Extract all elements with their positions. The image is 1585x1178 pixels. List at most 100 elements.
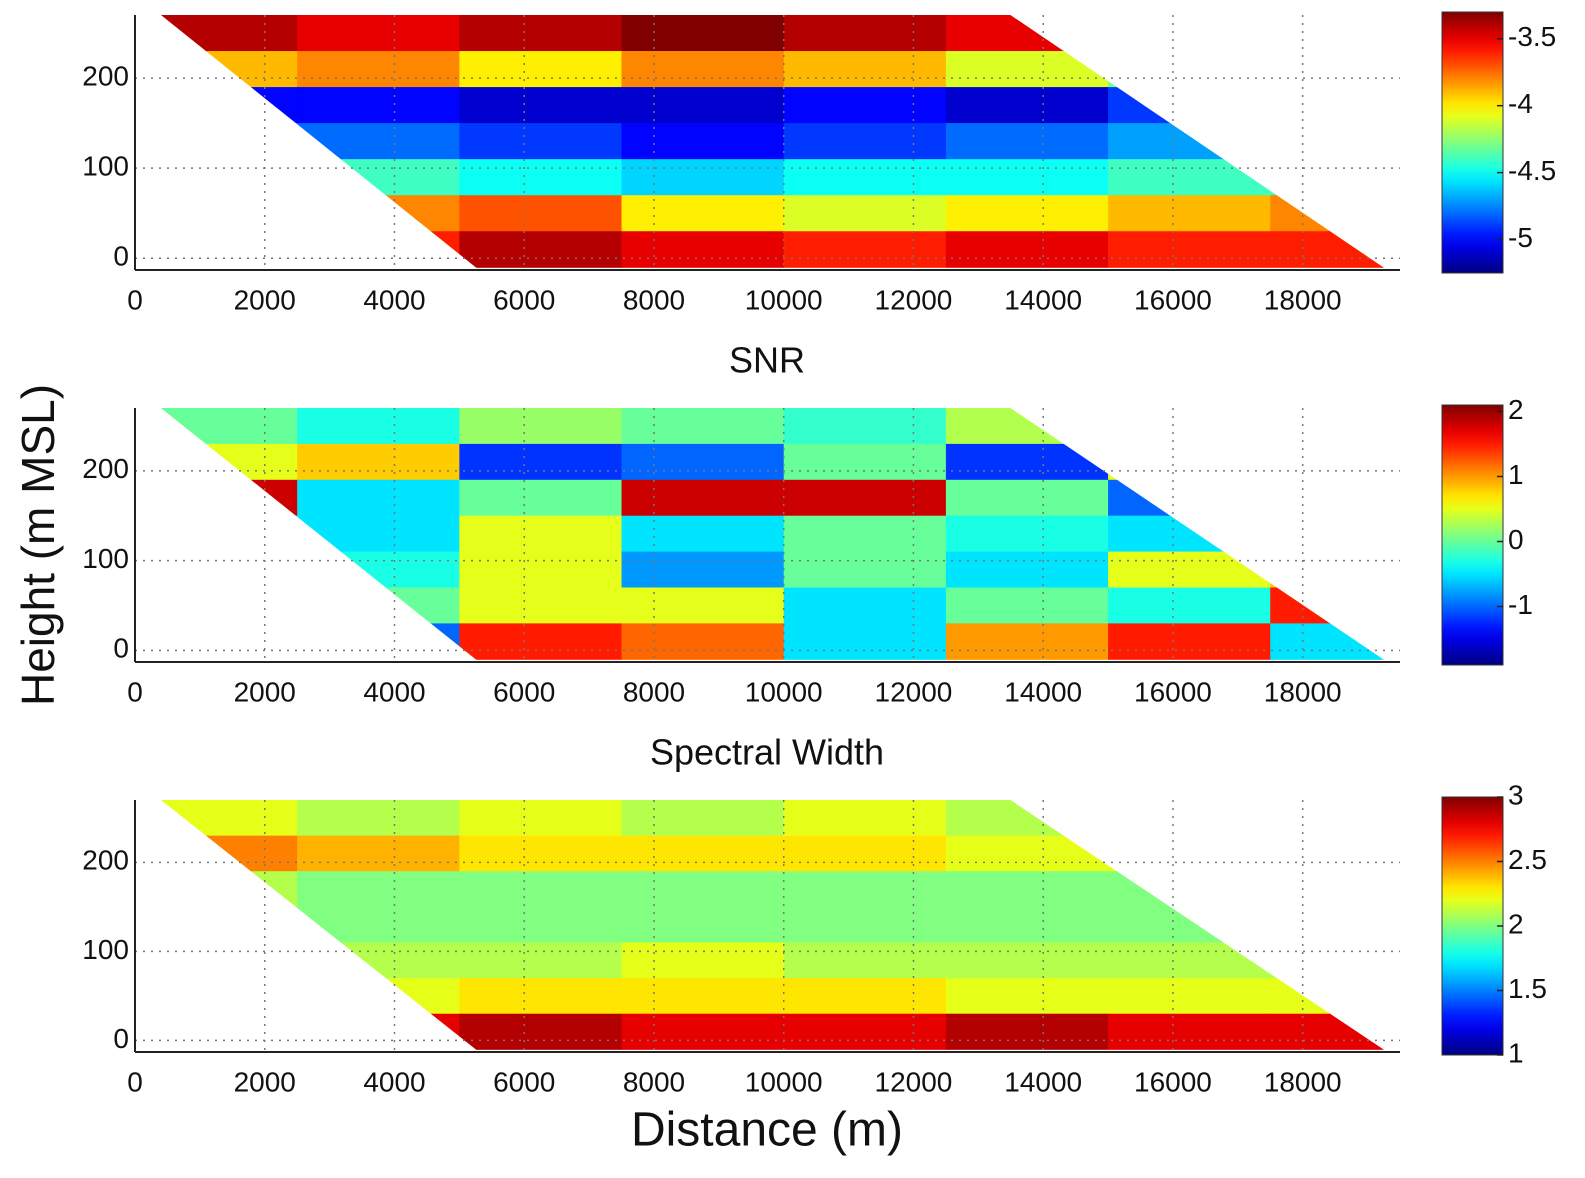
colorbar (1441, 796, 1504, 1056)
heatmap-cell (459, 443, 623, 481)
heatmap-cell (783, 942, 947, 979)
heatmap-cell (621, 87, 785, 124)
heatmap-cell (459, 195, 623, 232)
colorbar-tick-label: -4 (1508, 88, 1533, 119)
heatmap-cell (1270, 159, 1388, 196)
x-tick-label: 14000 (1004, 676, 1082, 707)
heatmap-cell (1270, 800, 1388, 837)
x-tick-label: 18000 (1264, 676, 1342, 707)
y-tick-label: 100 (82, 934, 129, 965)
heatmap-cell (297, 871, 460, 908)
heatmap-cell (1108, 587, 1271, 624)
heatmap-cell (945, 123, 1109, 160)
heatmap-cell (1108, 15, 1271, 52)
heatmap-cell (160, 978, 298, 1015)
x-tick-label: 10000 (745, 1066, 823, 1097)
heatmap-cell (1270, 1013, 1388, 1050)
heatmap-cell (1270, 443, 1388, 481)
heatmap-cell (945, 978, 1109, 1015)
heatmap-cell (160, 159, 298, 196)
heatmap-cell (1108, 623, 1271, 660)
heatmap-cell (1270, 871, 1388, 908)
x-tick-label: 8000 (623, 676, 685, 707)
heatmap-cell (1270, 408, 1388, 445)
heatmap-cell (621, 195, 785, 232)
colorbar-tick-label: 2 (1508, 908, 1524, 939)
heatmap-cell (945, 551, 1109, 589)
heatmap-cell (1108, 195, 1271, 232)
heatmap-cell (160, 871, 298, 908)
heatmap-cell (621, 231, 785, 268)
heatmap-cell (160, 123, 298, 160)
heatmap-cell (783, 978, 947, 1015)
x-tick-label: 16000 (1134, 676, 1212, 707)
colorbar-tick-label: -3.5 (1508, 21, 1556, 52)
heatmap-cell (1270, 87, 1388, 124)
heatmap-cell (621, 515, 785, 553)
heatmap-cell (945, 408, 1109, 445)
heatmap-cell (945, 231, 1109, 268)
heatmap-cell (945, 623, 1109, 660)
heatmap-cell (945, 1013, 1109, 1050)
heatmap-cell (1270, 623, 1388, 660)
heatmap-cell (621, 800, 785, 837)
heatmap-cell (945, 159, 1109, 196)
heatmap-cell (621, 551, 785, 589)
heatmap-cell (1270, 835, 1388, 872)
heatmap-cell (783, 195, 947, 232)
y-tick-label: 200 (82, 845, 129, 876)
x-tick-label: 0 (127, 1066, 143, 1097)
heatmap-cell (621, 51, 785, 88)
heatmap-cell (1108, 87, 1271, 124)
heatmap-cell (621, 623, 785, 660)
heatmap-cell (1108, 231, 1271, 268)
heatmap-cell (459, 551, 623, 589)
x-axis-label: Distance (m) (631, 1104, 903, 1157)
x-tick-label: 18000 (1264, 284, 1342, 315)
heatmap-cell (160, 623, 298, 660)
heatmap-cell (783, 906, 947, 943)
heatmap-cell (297, 978, 460, 1015)
y-tick-label: 0 (113, 633, 129, 664)
heatmap-cell (297, 835, 460, 872)
heatmap-cell (945, 587, 1109, 624)
heatmap-cell (297, 231, 460, 268)
y-tick-label: 0 (113, 1023, 129, 1054)
colorbar-tick-label: 2.5 (1508, 844, 1547, 875)
colorbar (1441, 404, 1504, 666)
heatmap-cell (783, 551, 947, 589)
heatmap-cell (1270, 942, 1388, 979)
x-tick-label: 12000 (875, 284, 953, 315)
heatmap-cell (621, 408, 785, 445)
heatmap-cell (1270, 479, 1388, 517)
y-tick-label: 0 (113, 241, 129, 272)
heatmap-cell (297, 623, 460, 660)
heatmap-cell (1108, 51, 1271, 88)
heatmap (160, 800, 1388, 1050)
heatmap-cell (297, 123, 460, 160)
heatmap-cell (1108, 978, 1271, 1015)
x-tick-label: 16000 (1134, 1066, 1212, 1097)
heatmap-cell (1108, 408, 1271, 445)
colorbar-tick-label: 3 (1508, 779, 1524, 810)
heatmap-cell (945, 15, 1109, 52)
x-tick-label: 0 (127, 676, 143, 707)
heatmap-cell (297, 587, 460, 624)
heatmap-cell (459, 15, 623, 52)
heatmap-cell (459, 123, 623, 160)
heatmap-cell (783, 1013, 947, 1050)
x-tick-label: 12000 (875, 1066, 953, 1097)
x-tick-label: 10000 (745, 284, 823, 315)
heatmap-cell (1108, 479, 1271, 517)
heatmap-cell (297, 479, 460, 517)
heatmap-cell (459, 978, 623, 1015)
y-tick-label: 100 (82, 151, 129, 182)
colorbar-tick-label: 0 (1508, 524, 1524, 555)
x-tick-label: 14000 (1004, 284, 1082, 315)
heatmap-cell (945, 835, 1109, 872)
heatmap-cell (297, 800, 460, 837)
heatmap-cell (945, 479, 1109, 517)
heatmap-cell (1108, 515, 1271, 553)
heatmap-cell (621, 978, 785, 1015)
y-tick-label: 200 (82, 60, 129, 91)
